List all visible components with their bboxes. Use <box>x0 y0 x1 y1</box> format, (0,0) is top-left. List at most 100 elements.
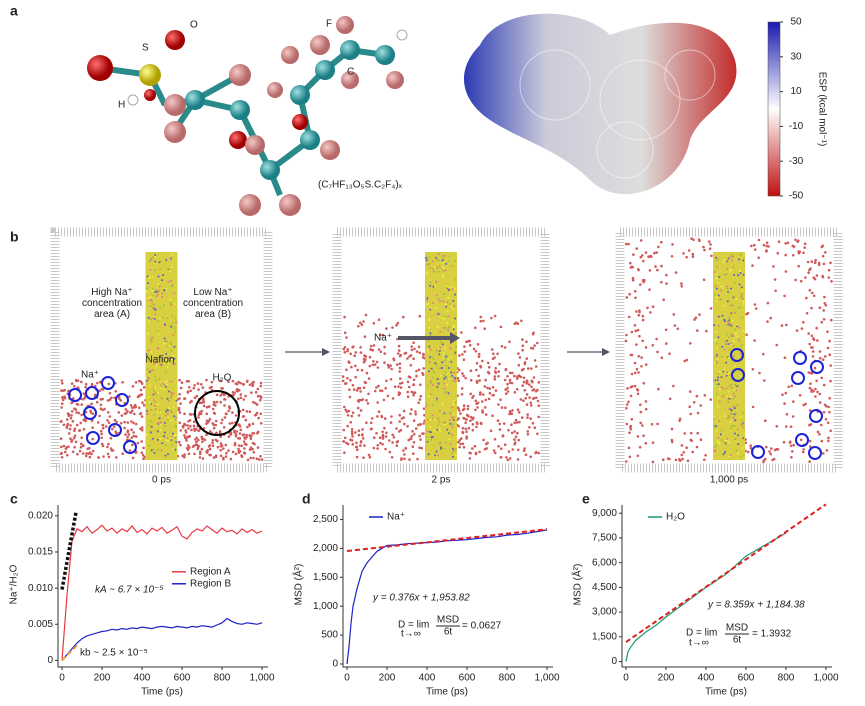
nafion-atom <box>174 434 177 437</box>
nafion-atom <box>724 451 726 454</box>
water-molecule <box>214 423 218 427</box>
water-molecule <box>422 422 426 425</box>
water-molecule <box>694 316 698 320</box>
water-molecule <box>829 261 832 265</box>
water-molecule <box>183 455 186 459</box>
water-molecule <box>378 333 382 337</box>
water-molecule <box>516 431 519 435</box>
sodium-label: Na⁺ <box>81 370 99 381</box>
water-molecule <box>248 424 251 427</box>
water-molecule <box>680 285 684 288</box>
nafion-atom <box>171 315 174 317</box>
water-molecule <box>101 423 104 427</box>
water-molecule <box>357 324 360 328</box>
water-molecule <box>203 438 207 442</box>
nafion-atom <box>159 429 162 432</box>
nafion-atom <box>715 287 718 290</box>
nafion-atom <box>156 290 159 293</box>
water-molecule <box>474 408 477 412</box>
nafion-atom <box>729 420 732 423</box>
water-molecule <box>822 452 825 455</box>
nafion-atom <box>153 413 156 416</box>
water-molecule <box>251 422 255 426</box>
water-molecule <box>827 436 830 440</box>
nafion-atom <box>145 290 148 293</box>
water-molecule <box>464 421 467 425</box>
water-molecule <box>801 450 805 454</box>
water-molecule <box>106 399 110 402</box>
water-molecule <box>181 426 185 429</box>
nafion-atom <box>726 287 729 290</box>
water-molecule <box>376 366 380 369</box>
water-molecule <box>362 357 366 361</box>
nafion-atom <box>429 380 432 383</box>
water-molecule <box>106 419 109 422</box>
nafion-atom <box>159 438 162 440</box>
water-molecule <box>508 457 512 460</box>
water-molecule <box>254 391 258 394</box>
water-molecule <box>59 437 63 440</box>
water-molecule <box>513 438 516 441</box>
water-molecule <box>824 251 827 254</box>
water-molecule <box>195 394 199 398</box>
nafion-atom <box>163 383 166 386</box>
water-molecule <box>70 410 74 413</box>
water-molecule <box>186 424 189 427</box>
water-molecule <box>364 313 368 317</box>
water-molecule <box>514 435 518 439</box>
x-tick-label: 600 <box>459 673 476 684</box>
sodium-ion <box>731 368 745 382</box>
water-molecule <box>765 244 769 248</box>
water-molecule <box>72 436 76 440</box>
water-molecule <box>809 371 812 375</box>
nafion-atom <box>437 382 440 385</box>
water-molecule <box>483 385 487 388</box>
water-molecule <box>108 391 112 395</box>
water-molecule <box>187 380 190 383</box>
water-molecule <box>634 329 638 333</box>
water-molecule <box>183 423 187 427</box>
water-molecule <box>406 390 410 394</box>
nafion-atom <box>715 353 718 356</box>
water-molecule <box>422 407 426 411</box>
nafion-atom <box>156 411 159 414</box>
annotation: = 0.0627 <box>462 621 502 632</box>
water-molecule <box>351 383 355 387</box>
water-molecule <box>827 276 831 279</box>
water-molecule <box>506 386 509 390</box>
nafion-atom <box>726 371 729 374</box>
box-wall <box>50 227 273 473</box>
water-molecule <box>421 432 424 436</box>
water-molecule <box>805 296 808 300</box>
water-molecule <box>142 403 146 407</box>
water-molecule <box>67 432 71 435</box>
water-molecule <box>222 426 226 429</box>
water-molecule <box>685 255 688 259</box>
annotation: MSD <box>437 615 459 626</box>
water-molecule <box>69 416 73 420</box>
nafion-atom <box>734 419 736 422</box>
nafion-atom <box>730 427 732 430</box>
water-molecule <box>181 454 184 458</box>
nafion-atom <box>738 326 741 329</box>
water-molecule <box>657 387 660 391</box>
water-molecule <box>355 455 359 459</box>
water-molecule <box>189 424 192 428</box>
legend-label: Region B <box>190 578 231 589</box>
nafion-atom <box>737 307 740 310</box>
water-molecule <box>476 401 480 405</box>
water-molecule <box>218 430 222 433</box>
nafion-atom <box>432 454 435 457</box>
water-molecule <box>112 425 116 428</box>
water-molecule <box>375 386 378 389</box>
water-molecule <box>398 366 402 370</box>
water-molecule <box>525 393 529 396</box>
nafion-atom <box>732 296 735 299</box>
sodium-ion <box>83 406 97 420</box>
water-molecule <box>128 395 131 398</box>
water-molecule <box>377 348 381 351</box>
nafion-atom <box>439 430 442 433</box>
water-molecule <box>764 250 768 253</box>
water-molecule <box>343 405 346 409</box>
